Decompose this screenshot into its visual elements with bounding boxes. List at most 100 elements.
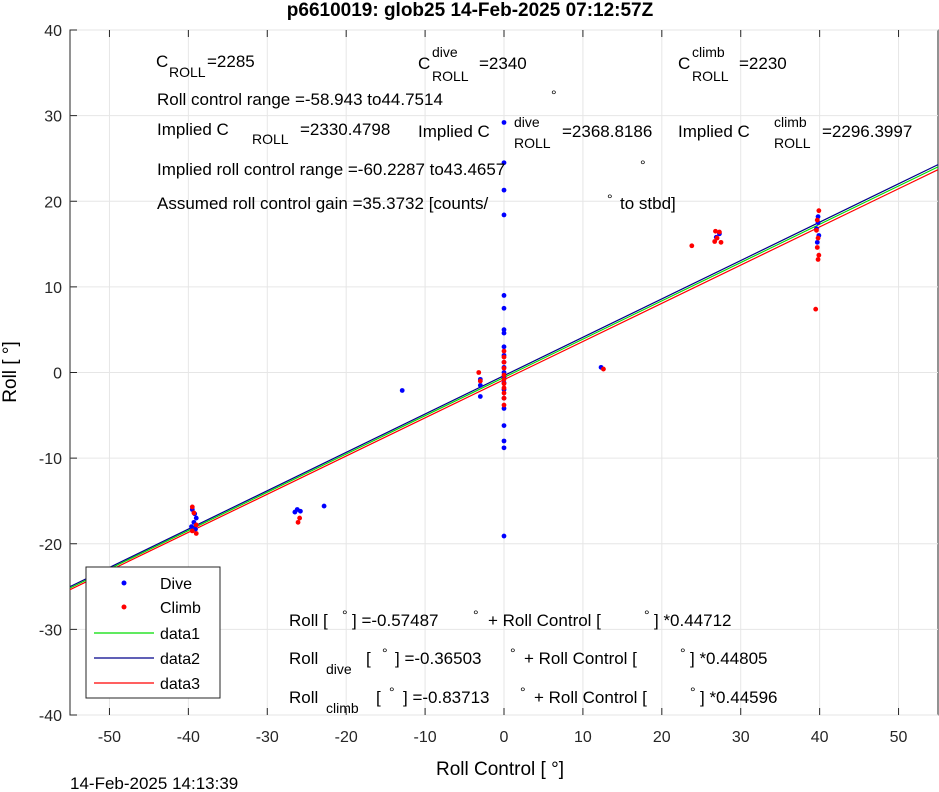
y-axis-label: Roll [ °] [0,341,21,402]
svg-text:°: ° [680,645,686,661]
svg-text:+ Roll Control [: + Roll Control [ [488,611,601,630]
climb-point [189,528,195,534]
svg-text:climb: climb [774,114,807,130]
x-axis-label: Roll Control [ °] [436,759,564,780]
climb-point [689,243,695,249]
y-tick-label: 20 [44,194,62,211]
climb-point [189,504,195,510]
dive-point [501,406,507,411]
svg-text:ROLL: ROLL [252,131,289,147]
svg-text:] =-0.57487: ] =-0.57487 [352,611,439,630]
svg-text:dive: dive [514,114,540,130]
climb-point [501,365,507,371]
svg-text:Roll: Roll [289,688,318,707]
svg-text:dive: dive [432,44,458,60]
dive-point [399,388,405,393]
y-tick-label: 30 [44,109,62,126]
dive-point [501,160,507,166]
svg-text:ROLL: ROLL [514,135,551,151]
x-tick-label: 50 [890,729,908,746]
svg-text:°: ° [690,684,696,700]
svg-text:[: [ [376,688,381,707]
dive-point [814,239,820,245]
legend-data2-label: data2 [160,651,200,668]
svg-text:[: [ [366,649,371,668]
y-tick-label: -10 [39,451,62,468]
svg-text:Roll [: Roll [ [289,611,328,630]
svg-text:=2340: =2340 [479,54,527,73]
climb-point [477,378,483,384]
dive-point [501,533,507,539]
x-tick-label: 40 [811,729,829,746]
c-dive-annotation: C dive ROLL =2340 [418,44,527,84]
dive-point [501,330,507,336]
svg-text:] *0.44805: ] *0.44805 [690,649,768,668]
climb-point [816,208,822,214]
implied-c-dive: Implied C dive ROLL =2368.8186 [418,114,652,151]
equation-roll-climb: Roll climb [ ° ] =-0.83713 ° + Roll Cont… [289,684,778,716]
svg-text:=2230: =2230 [739,54,787,73]
dive-point [501,120,507,125]
legend-data1-label: data1 [160,626,200,643]
climb-point [193,522,199,528]
climb-point [815,235,821,241]
svg-text:climb: climb [692,44,725,60]
svg-text:Implied C: Implied C [157,120,229,139]
climb-point [717,229,722,235]
dive-point [292,509,298,515]
dive-point [193,515,199,521]
y-tick-label: 10 [44,280,62,297]
svg-text:=2296.3997: =2296.3997 [822,122,912,141]
legend-dive-marker [121,580,127,586]
climb-point [501,372,507,378]
dive-point [477,394,483,399]
assumed-gain: Assumed roll control gain =35.3732 [coun… [157,194,489,213]
roll-control-range: Roll control range =-58.943 to44.7514 [157,90,443,109]
dive-point [501,445,507,451]
chart-title: p6610019: glob25 14-Feb-2025 07:12:57Z [287,0,654,21]
dive-point [501,212,507,218]
svg-text:climb: climb [326,700,359,716]
svg-text:°: ° [520,684,526,700]
x-tick-label: 20 [653,729,671,746]
assumed-gain-suffix: to stbd] [620,194,676,213]
x-tick-label: 10 [574,729,592,746]
y-tick-label: -20 [39,537,62,554]
x-tick-label: -20 [335,729,358,746]
implied-roll-range: Implied roll control range =-60.2287 to4… [157,160,505,179]
implied-c-roll: Implied C ROLL =2330.4798 [157,120,390,147]
x-tick-label: -10 [414,729,437,746]
climb-point [501,348,507,354]
dive-point [501,187,507,193]
implied-c-climb: Implied C climb ROLL =2296.3997 [678,114,912,151]
svg-text:+ Roll Control [: + Roll Control [ [534,688,647,707]
legend-climb-marker [121,604,127,610]
climb-point [712,239,718,244]
svg-text:ROLL: ROLL [169,64,206,80]
climb-point [714,235,720,241]
legend-dive-label: Dive [160,576,192,593]
y-tick-label: -40 [39,708,62,725]
svg-text:] *0.44596: ] *0.44596 [700,688,778,707]
svg-text:ROLL: ROLL [774,135,811,151]
dive-point [501,305,507,311]
climb-point [193,531,199,536]
legend-data3-label: data3 [160,676,200,693]
dive-point [501,423,507,428]
dive-point [298,508,303,514]
y-ticks: -40 -30 -20 -10 0 10 20 30 40 [39,23,77,725]
climb-point [501,402,507,408]
equation-roll: Roll [ ° ] =-0.57487 ° + Roll Control [ … [289,607,732,630]
x-tick-label: -50 [98,729,121,746]
svg-text:ROLL: ROLL [432,68,469,84]
y-tick-label: 0 [53,366,62,383]
svg-text:Implied C: Implied C [678,122,750,141]
svg-text:°: ° [510,645,516,661]
data-points [189,120,822,539]
svg-text:ROLL: ROLL [692,68,729,84]
equation-roll-dive: Roll dive [ ° ] =-0.36503 ° + Roll Contr… [289,645,768,677]
dive-point [501,327,507,333]
dive-point [321,503,327,509]
x-tick-label: -30 [256,729,279,746]
